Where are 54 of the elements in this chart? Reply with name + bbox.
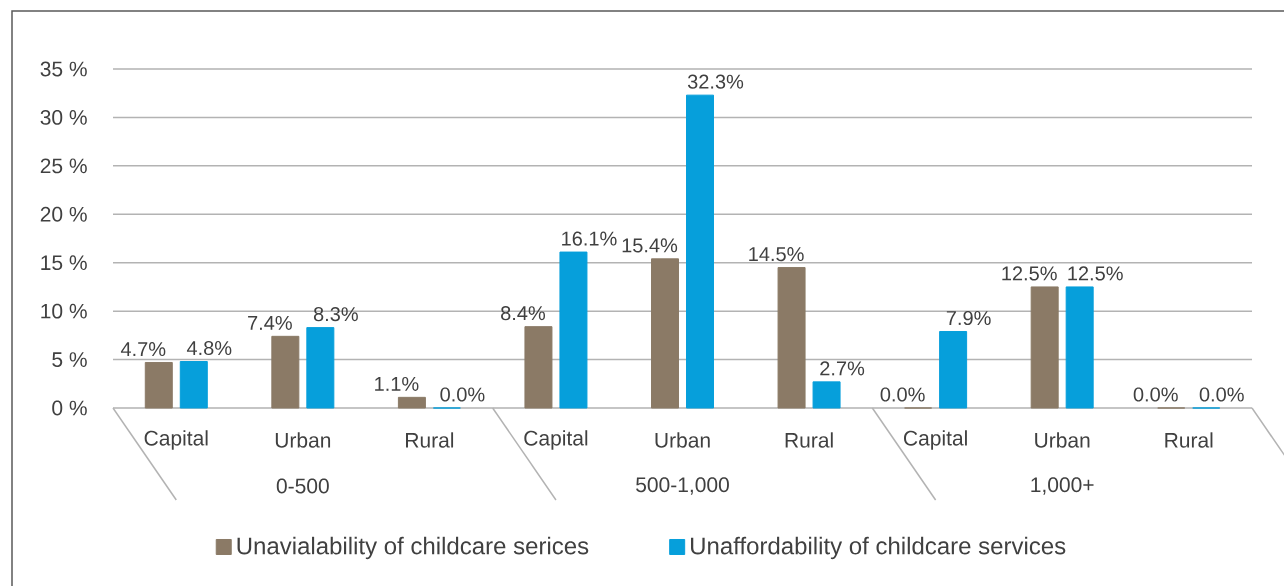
bar — [524, 326, 553, 409]
x-tick-label: Urban — [1035, 432, 1090, 448]
data-label: 0.0% — [1199, 387, 1244, 402]
x-tick-label: Urban — [275, 432, 331, 448]
x-tick-label: Urban — [655, 432, 710, 448]
x-tick-label: Capital — [144, 430, 208, 450]
y-tick-label: 5 % — [52, 352, 87, 367]
data-label: 7.9% — [946, 310, 991, 326]
text: 1,000+ — [1031, 477, 1094, 495]
bar — [1030, 286, 1059, 409]
data-label: 7.4% — [248, 315, 292, 330]
data-label: 4.8% — [186, 340, 232, 356]
bar — [1065, 286, 1094, 409]
text: 500-1,000 — [636, 477, 729, 495]
bar — [559, 251, 588, 409]
x-tick-label: Rural — [785, 432, 833, 448]
y-tick-label: 25 % — [40, 158, 87, 174]
y-tick-label: 0 % — [52, 400, 87, 416]
data-label: 0.0% — [880, 387, 925, 402]
data-label: 8.3% — [313, 307, 358, 322]
data-label: 32.3% — [687, 74, 744, 89]
bar — [397, 396, 426, 409]
data-label: 1.1% — [375, 376, 419, 391]
data-label: 0.0% — [1133, 387, 1178, 402]
data-label: 14.5% — [749, 247, 804, 262]
data-label: 15.4% — [622, 238, 678, 253]
y-tick-label: 10 % — [41, 303, 87, 319]
legend-label: Unaffordability of childcare services — [691, 536, 1066, 560]
bar — [306, 327, 335, 409]
y-tick-label: 20 % — [40, 206, 87, 222]
x-tick-label: Rural — [1165, 432, 1213, 448]
data-label: 12.5% — [1002, 266, 1057, 281]
data-label: 16.1% — [562, 231, 617, 246]
data-label: 12.5% — [1068, 266, 1123, 281]
y-tick-label: 15 % — [41, 255, 87, 271]
bar — [179, 361, 208, 409]
bar — [939, 330, 968, 409]
x-tick-label: Capital — [524, 430, 588, 450]
y-tick-label: 30 % — [40, 110, 87, 125]
bar — [144, 361, 173, 409]
data-label: 4.7% — [120, 342, 166, 357]
bar — [271, 335, 300, 409]
x-tick-label: Rural — [406, 432, 454, 448]
y-tick-label: 35 % — [40, 61, 87, 77]
bar — [651, 258, 680, 409]
data-label: 8.4% — [501, 306, 546, 321]
bar — [686, 94, 715, 409]
bar — [812, 381, 841, 409]
legend-label: Unavialability of childcare serices — [237, 536, 589, 560]
data-label: 0.0% — [440, 387, 485, 402]
data-label: 2.7% — [820, 361, 865, 376]
x-tick-label: Capital — [903, 430, 967, 450]
bar — [777, 267, 806, 409]
text: 0-500 — [276, 478, 329, 494]
